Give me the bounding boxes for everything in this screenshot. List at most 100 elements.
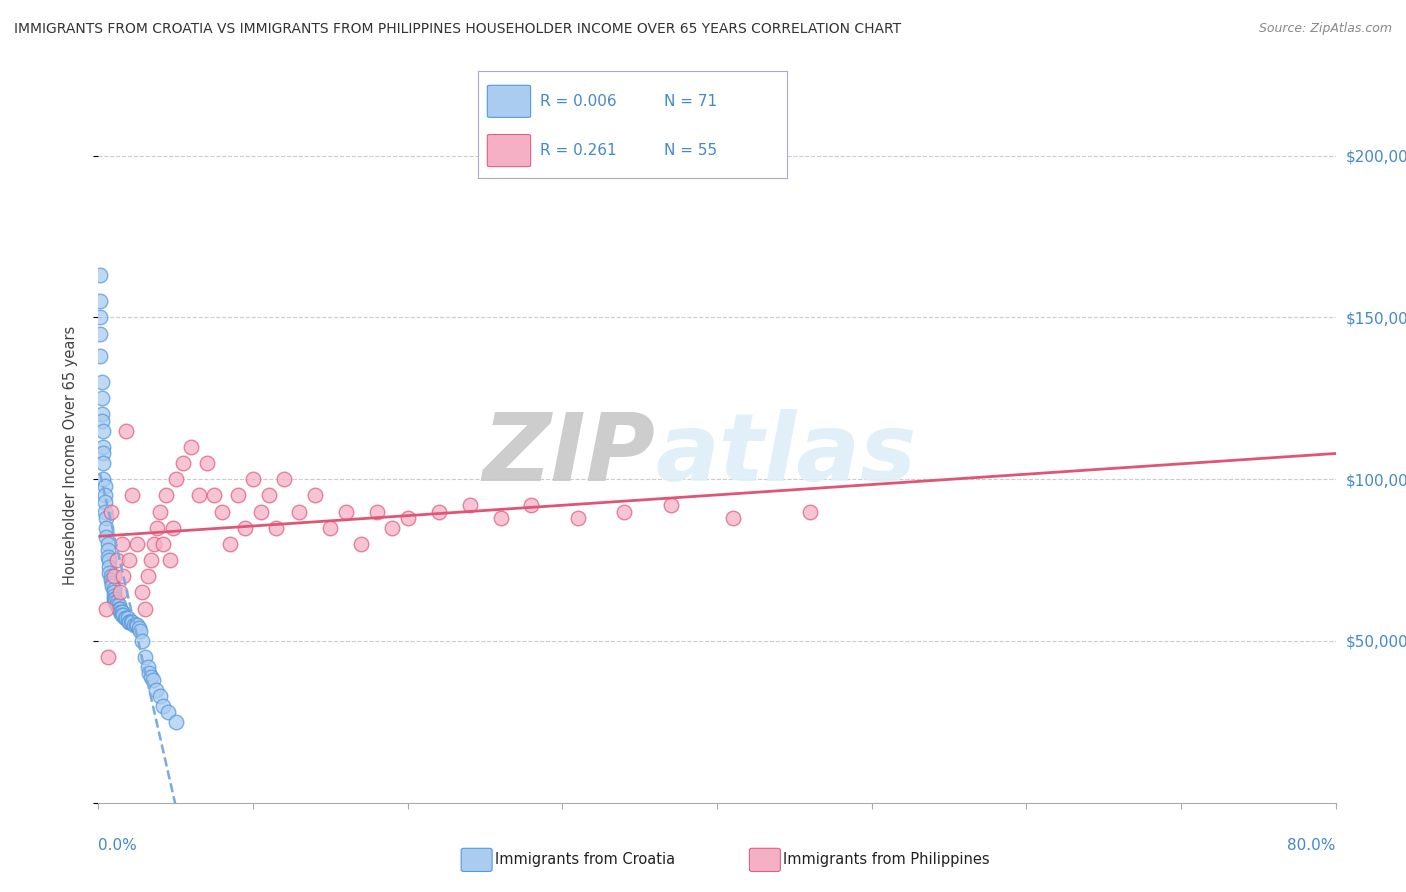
Point	[115, 424, 138, 438]
Point	[104, 595, 127, 609]
Point	[111, 605, 134, 619]
Point	[118, 615, 141, 629]
Point	[257, 488, 280, 502]
Point	[304, 488, 326, 502]
Point	[91, 440, 114, 454]
Point	[180, 440, 202, 454]
Point	[97, 549, 120, 564]
Point	[134, 601, 156, 615]
FancyBboxPatch shape	[488, 135, 530, 167]
Point	[117, 611, 139, 625]
Point	[91, 446, 114, 460]
Point	[219, 537, 242, 551]
Point	[105, 599, 128, 613]
Point	[121, 488, 143, 502]
Point	[195, 456, 218, 470]
Point	[128, 621, 150, 635]
Point	[721, 511, 744, 525]
Point	[111, 605, 134, 619]
Y-axis label: Householder Income Over 65 years: Householder Income Over 65 years	[63, 326, 77, 584]
Point	[97, 543, 120, 558]
Point	[90, 414, 112, 428]
Point	[458, 498, 481, 512]
Point	[103, 589, 125, 603]
Point	[103, 585, 125, 599]
Point	[91, 424, 114, 438]
Point	[242, 472, 264, 486]
Point	[98, 553, 121, 567]
Point	[142, 673, 165, 687]
Point	[155, 488, 177, 502]
Point	[89, 268, 111, 283]
Point	[139, 670, 162, 684]
Point	[381, 521, 404, 535]
Point	[112, 608, 135, 623]
Text: atlas: atlas	[655, 409, 917, 501]
Point	[108, 605, 131, 619]
Point	[108, 601, 131, 615]
Point	[101, 575, 124, 590]
Point	[89, 349, 111, 363]
Point	[136, 569, 159, 583]
Point	[188, 488, 211, 502]
Point	[101, 579, 124, 593]
Text: Immigrants from Croatia: Immigrants from Croatia	[495, 853, 675, 867]
Point	[165, 472, 187, 486]
Point	[96, 521, 118, 535]
Point	[96, 511, 118, 525]
Point	[350, 537, 373, 551]
Text: N = 55: N = 55	[664, 143, 717, 158]
Text: ZIP: ZIP	[482, 409, 655, 501]
Point	[127, 537, 149, 551]
Point	[129, 624, 152, 639]
Point	[103, 582, 125, 597]
Text: N = 71: N = 71	[664, 94, 717, 109]
Text: R = 0.006: R = 0.006	[540, 94, 616, 109]
Point	[157, 705, 180, 719]
Text: 0.0%: 0.0%	[98, 838, 138, 853]
Point	[115, 611, 138, 625]
Point	[124, 617, 146, 632]
Point	[266, 521, 288, 535]
Point	[165, 714, 187, 729]
Point	[89, 326, 111, 341]
Point	[108, 585, 131, 599]
Point	[93, 504, 115, 518]
Point	[273, 472, 295, 486]
Point	[127, 617, 149, 632]
Point	[105, 595, 128, 609]
Point	[111, 537, 134, 551]
Point	[103, 569, 125, 583]
Point	[335, 504, 357, 518]
Point	[799, 504, 821, 518]
Point	[235, 521, 257, 535]
Point	[96, 531, 118, 545]
Point	[114, 611, 136, 625]
Text: 80.0%: 80.0%	[1288, 838, 1336, 853]
Point	[149, 689, 172, 703]
Text: R = 0.261: R = 0.261	[540, 143, 616, 158]
Point	[152, 537, 174, 551]
Point	[122, 617, 145, 632]
FancyBboxPatch shape	[488, 86, 530, 118]
Point	[146, 521, 169, 535]
Point	[98, 559, 121, 574]
Point	[93, 478, 115, 492]
Point	[90, 375, 112, 389]
Point	[250, 504, 273, 518]
Point	[366, 504, 388, 518]
Point	[100, 569, 122, 583]
Point	[120, 615, 142, 629]
Point	[89, 310, 111, 325]
Point	[138, 666, 160, 681]
Point	[659, 498, 682, 512]
Point	[98, 566, 121, 580]
Point	[105, 553, 128, 567]
Point	[396, 511, 419, 525]
Point	[118, 553, 141, 567]
Point	[136, 660, 159, 674]
Point	[121, 615, 143, 629]
Point	[90, 408, 112, 422]
Point	[139, 553, 162, 567]
Point	[97, 537, 120, 551]
